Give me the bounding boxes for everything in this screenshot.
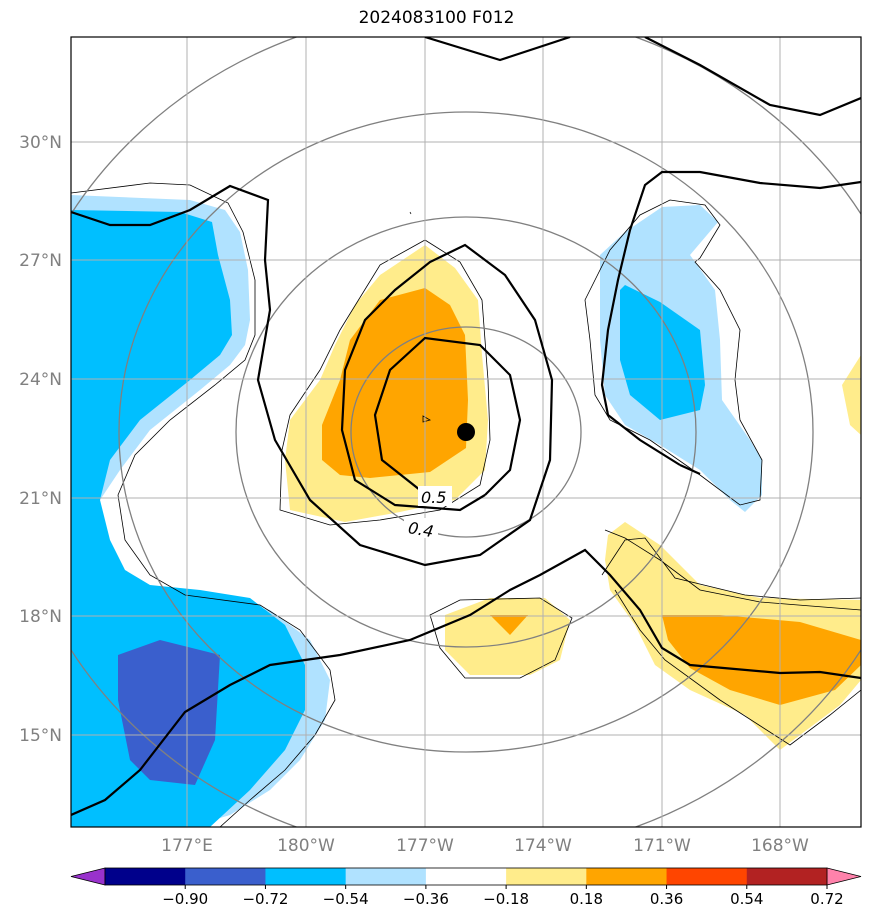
thick-contours xyxy=(71,37,861,817)
colorbar-bin xyxy=(506,868,587,885)
colorbar-extend-high xyxy=(826,867,862,886)
lon-label: 171°W xyxy=(633,836,691,856)
colorbar-bin xyxy=(185,868,266,885)
lon-label: 177°E xyxy=(161,836,213,856)
lat-label: 15°N xyxy=(19,726,62,746)
contour-label-04: 0.4 xyxy=(407,518,435,541)
contour-label-05: 0.5 xyxy=(421,488,446,507)
lat-label: 30°N xyxy=(19,133,62,153)
longitude-labels: 177°E 180°W 177°W 174°W 171°W 168°W xyxy=(161,836,809,856)
contour-label-bg-04 xyxy=(404,518,438,538)
lat-label: 21°N xyxy=(19,489,62,509)
lon-label: 168°W xyxy=(751,836,809,856)
colorbar-bin xyxy=(345,868,427,885)
map-title: 2024083100 F012 xyxy=(358,8,515,28)
lat-label: 27°N xyxy=(19,251,62,271)
latitude-labels: 30°N 27°N 24°N 21°N 18°N 15°N xyxy=(19,133,62,746)
map-area: 0.5 0.4 xyxy=(71,37,861,827)
lat-label: 18°N xyxy=(19,607,62,627)
colorbar-bin xyxy=(746,868,828,885)
colorbar-tick-label: 0.72 xyxy=(810,890,843,908)
colorbar-extend-low xyxy=(70,867,106,886)
contour-label-bg-05 xyxy=(418,486,452,506)
colorbar-tick-label: −0.54 xyxy=(323,890,369,908)
lon-label: 174°W xyxy=(514,836,572,856)
colorbar-bin xyxy=(105,868,186,885)
positive-shading-south-center xyxy=(445,598,570,675)
colorbar-tick-label: −0.36 xyxy=(403,890,449,908)
colorbar-bin xyxy=(666,868,748,885)
colorbar-tick-label: 0.54 xyxy=(730,890,763,908)
colorbar-frame xyxy=(104,867,828,886)
colorbar-bin xyxy=(586,868,668,885)
lon-label: 177°W xyxy=(396,836,454,856)
colorbar-bin xyxy=(265,868,347,885)
colorbar-tick-label: −0.18 xyxy=(483,890,529,908)
colorbar-tick-label: 0.36 xyxy=(650,890,683,908)
map-frame xyxy=(70,36,862,828)
grid-lines xyxy=(71,37,861,827)
colorbar-bin xyxy=(425,868,507,885)
colorbar-tick-label: 0.18 xyxy=(570,890,603,908)
negative-shading-west xyxy=(71,195,330,827)
colorbar-tick-label: −0.72 xyxy=(242,890,288,908)
range-rings xyxy=(71,37,861,827)
colorbar: −0.90 −0.72 −0.54 −0.36 −0.18 0.18 0.36 0.54 0.7… xyxy=(70,867,862,908)
positive-shading-east-edge xyxy=(842,355,861,435)
storm-center-marker xyxy=(457,423,475,441)
colorbar-tick-label: −0.90 xyxy=(162,890,208,908)
lat-label: 24°N xyxy=(19,370,62,390)
lon-label: 180°W xyxy=(277,836,335,856)
